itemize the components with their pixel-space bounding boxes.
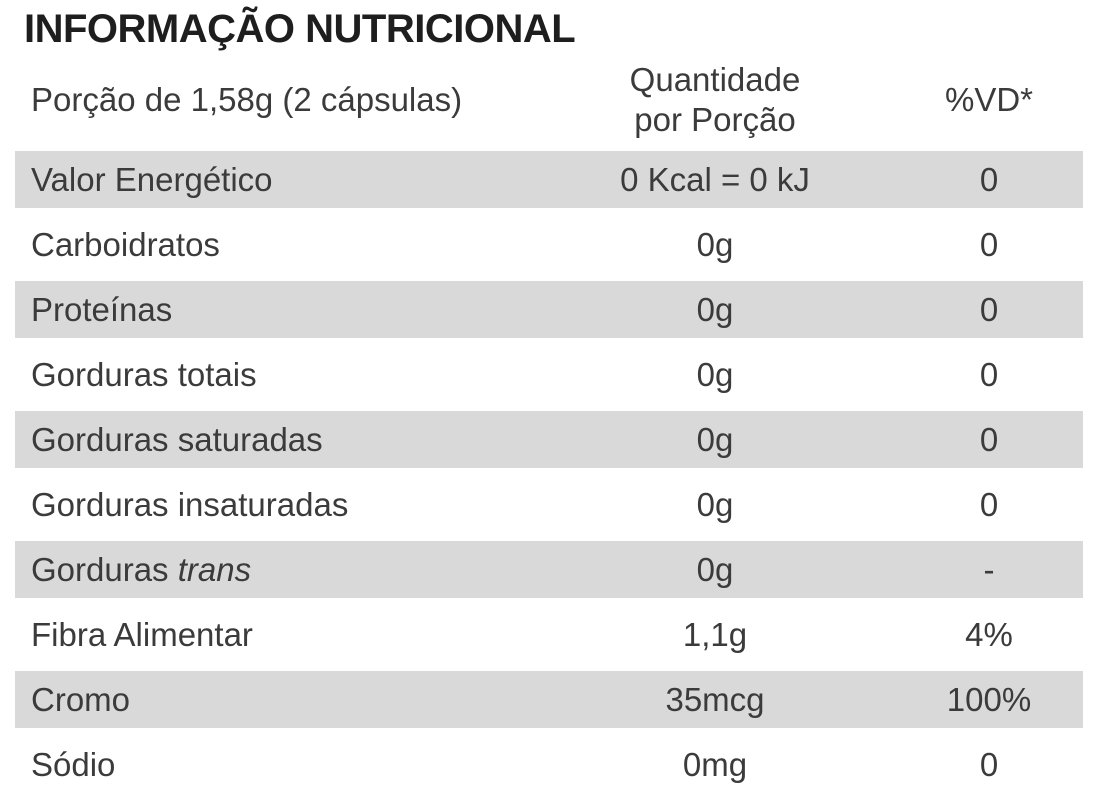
table-row-inner: Cromo 35mcg 100% <box>15 671 1083 728</box>
nutrient-name-italic: trans <box>177 550 252 588</box>
page-title: INFORMAÇÃO NUTRICIONAL <box>24 7 576 51</box>
table-row-inner: Proteínas 0g 0 <box>15 281 1083 338</box>
daily-value-percent: 0 <box>979 485 999 523</box>
table-row: Proteínas 0g 0 <box>0 278 1097 343</box>
amount-per-serving-value: 0g <box>696 485 734 523</box>
nutrient-name: Cromo <box>31 680 131 718</box>
table-row: Gorduras insaturadas 0g 0 <box>0 473 1097 538</box>
nutrient-name-cell: Gorduras insaturadas <box>15 486 535 524</box>
table-row: Cromo 35mcg 100% <box>0 668 1097 733</box>
daily-value-percent: 0 <box>979 745 999 783</box>
nutrient-name: Gorduras saturadas <box>31 420 323 458</box>
table-row: Gorduras saturadas 0g 0 <box>0 408 1097 473</box>
column-header-dv: %VD* <box>944 81 1034 118</box>
table-row: Fibra Alimentar 1,1g 4% <box>0 603 1097 668</box>
daily-value-percent: - <box>983 550 995 588</box>
amount-per-serving-value: 0g <box>696 290 734 328</box>
amount-per-serving-value: 0 Kcal = 0 kJ <box>620 160 810 198</box>
table-row: Gorduras trans 0g - <box>0 538 1097 603</box>
nutrient-name-cell: Carboidratos <box>15 226 535 264</box>
nutrient-name: Valor Energético <box>31 160 273 198</box>
table-row-inner: Gorduras insaturadas 0g 0 <box>15 476 1083 533</box>
nutrient-name-cell: Cromo <box>15 681 535 719</box>
nutrient-name: Gorduras insaturadas <box>31 485 349 523</box>
table-row: Valor Energético 0 Kcal = 0 kJ 0 <box>0 148 1097 213</box>
table-row-inner: Gorduras totais 0g 0 <box>15 346 1083 403</box>
column-header-quantity: Quantidade por Porção <box>535 60 895 140</box>
amount-per-serving-value: 0g <box>696 420 734 458</box>
nutrient-name-cell: Gorduras trans <box>15 551 535 589</box>
table-row-inner: Gorduras saturadas 0g 0 <box>15 411 1083 468</box>
table-row: Gorduras totais 0g 0 <box>0 343 1097 408</box>
nutrient-name-cell: Proteínas <box>15 291 535 329</box>
amount-per-serving-value: 0mg <box>682 745 748 783</box>
nutrient-name: Carboidratos <box>31 225 220 263</box>
table-row-inner: Carboidratos 0g 0 <box>15 216 1083 273</box>
table-row-inner: Fibra Alimentar 1,1g 4% <box>15 606 1083 663</box>
daily-value-percent: 0 <box>979 160 999 198</box>
daily-value-percent: 100% <box>946 680 1032 718</box>
table-row-inner: Sódio 0mg 0 <box>15 736 1083 793</box>
table-row-inner: Valor Energético 0 Kcal = 0 kJ 0 <box>15 151 1083 208</box>
daily-value-percent: 0 <box>979 355 999 393</box>
amount-per-serving-value: 0g <box>696 225 734 263</box>
nutrient-name-cell: Sódio <box>15 746 535 784</box>
amount-per-serving-value: 0g <box>696 355 734 393</box>
amount-per-serving-value: 0g <box>696 550 734 588</box>
table-body: Valor Energético 0 Kcal = 0 kJ 0 Carboid… <box>0 148 1097 798</box>
amount-per-serving-value: 1,1g <box>682 615 748 653</box>
nutrient-name-cell: Valor Energético <box>15 161 535 199</box>
amount-per-serving-value: 35mcg <box>665 680 765 718</box>
daily-value-percent: 4% <box>965 615 1013 653</box>
table-header: Porção de 1,58g (2 cápsulas) Quantidade … <box>15 52 1083 148</box>
nutrient-name: Fibra Alimentar <box>31 615 253 653</box>
column-header-quantity-line2: por Porção <box>634 101 796 138</box>
nutrient-name: Gorduras <box>31 550 178 588</box>
table-row-inner: Gorduras trans 0g - <box>15 541 1083 598</box>
nutrient-name-cell: Gorduras totais <box>15 356 535 394</box>
daily-value-percent: 0 <box>979 290 999 328</box>
table-row: Carboidratos 0g 0 <box>0 213 1097 278</box>
daily-value-percent: 0 <box>979 225 999 263</box>
nutrient-name: Proteínas <box>31 290 173 328</box>
nutrient-name-cell: Fibra Alimentar <box>15 616 535 654</box>
nutrient-name: Sódio <box>31 745 116 783</box>
serving-size-text: Porção de 1,58g (2 cápsulas) <box>31 81 463 118</box>
column-header-quantity-line1: Quantidade <box>629 61 801 98</box>
nutrient-name-cell: Gorduras saturadas <box>15 421 535 459</box>
nutrient-name: Gorduras totais <box>31 355 257 393</box>
daily-value-percent: 0 <box>979 420 999 458</box>
table-row: Sódio 0mg 0 <box>0 733 1097 798</box>
